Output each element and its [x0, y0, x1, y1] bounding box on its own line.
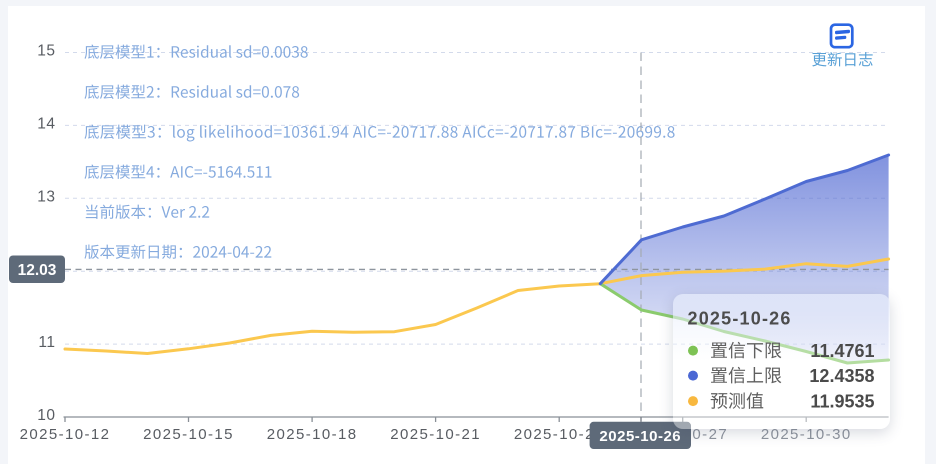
- svg-text:2025-10-26: 2025-10-26: [599, 428, 681, 445]
- svg-text:13: 13: [37, 188, 55, 205]
- svg-text:10: 10: [37, 407, 55, 424]
- svg-text:15: 15: [37, 43, 55, 60]
- svg-text:2025-10-18: 2025-10-18: [267, 426, 358, 443]
- svg-text:11.9535: 11.9535: [810, 391, 874, 411]
- svg-text:2025-10-15: 2025-10-15: [143, 426, 234, 443]
- svg-text:11.4761: 11.4761: [810, 341, 874, 361]
- svg-text:12.03: 12.03: [18, 262, 57, 279]
- svg-text:2025-10-26: 2025-10-26: [687, 309, 791, 329]
- svg-text:14: 14: [37, 115, 55, 132]
- svg-text:2025-10-21: 2025-10-21: [390, 426, 481, 443]
- svg-text:2025-10-12: 2025-10-12: [20, 426, 111, 443]
- svg-text:12.4358: 12.4358: [809, 366, 874, 386]
- svg-text:2025-10-24: 2025-10-24: [514, 426, 605, 443]
- svg-text:2025-10-30: 2025-10-30: [761, 426, 852, 443]
- svg-text:11: 11: [38, 334, 55, 351]
